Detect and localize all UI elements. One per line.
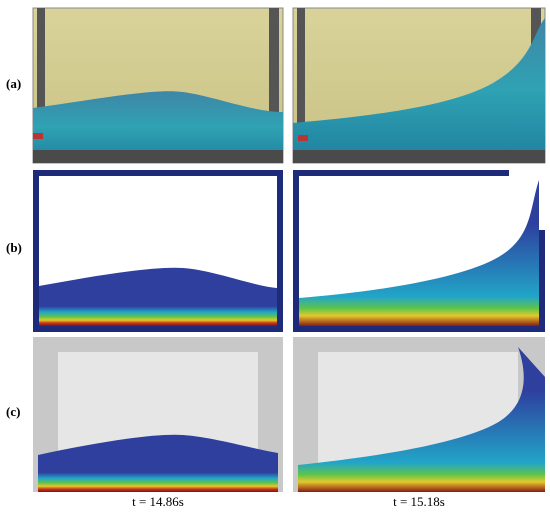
row-label: (a) [6,76,21,91]
sim-panel [33,170,283,332]
sim-panel [293,337,545,492]
photo-panel [292,7,546,164]
sim-panel [33,337,283,492]
sim-panel [293,170,545,332]
caption: t = 15.18s [393,494,445,509]
photo-panel [32,7,284,164]
row-label: (b) [6,240,22,255]
row-label: (c) [6,404,20,419]
caption: t = 14.86s [132,494,184,509]
